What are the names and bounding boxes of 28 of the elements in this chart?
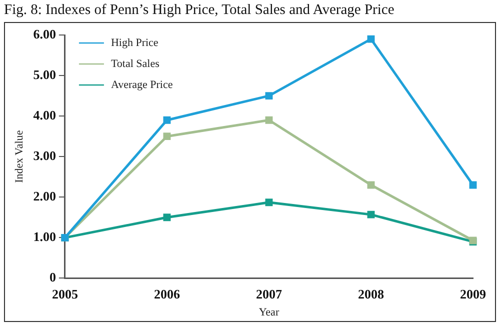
y-tick-label: 3.00 [33,148,56,163]
point [469,181,477,189]
y-axis-title: Index Value [13,130,26,183]
point [163,132,171,140]
legend-label: Total Sales [110,58,160,70]
legend-label: Average Price [110,78,173,91]
point [367,210,375,218]
point [265,116,273,124]
point [163,116,171,124]
x-axis-title: Year [258,306,280,318]
x-tick-label: 2007 [256,286,282,302]
point [265,92,273,100]
x-tick-label: 2006 [154,286,180,302]
point [367,181,375,189]
x-tick-label: 2009 [460,286,486,302]
legend-label: High Price [110,36,158,49]
x-tick-label: 2005 [52,286,78,302]
y-tick-label: 2.00 [33,188,56,204]
x-tick-label: 2008 [358,286,384,302]
y-tick-label: 1.00 [33,229,56,244]
point [367,35,375,43]
point [265,198,273,206]
y-tick-label: 6.00 [33,26,56,42]
y-tick-label: 5.00 [33,66,56,82]
point [163,214,171,222]
y-tick-label: 4.00 [33,107,56,122]
y-tick-label: 0 [49,270,56,285]
chart-title: Fig. 8: Indexes of Penn’s High Price, Total Sales and Average Price [3,1,396,20]
